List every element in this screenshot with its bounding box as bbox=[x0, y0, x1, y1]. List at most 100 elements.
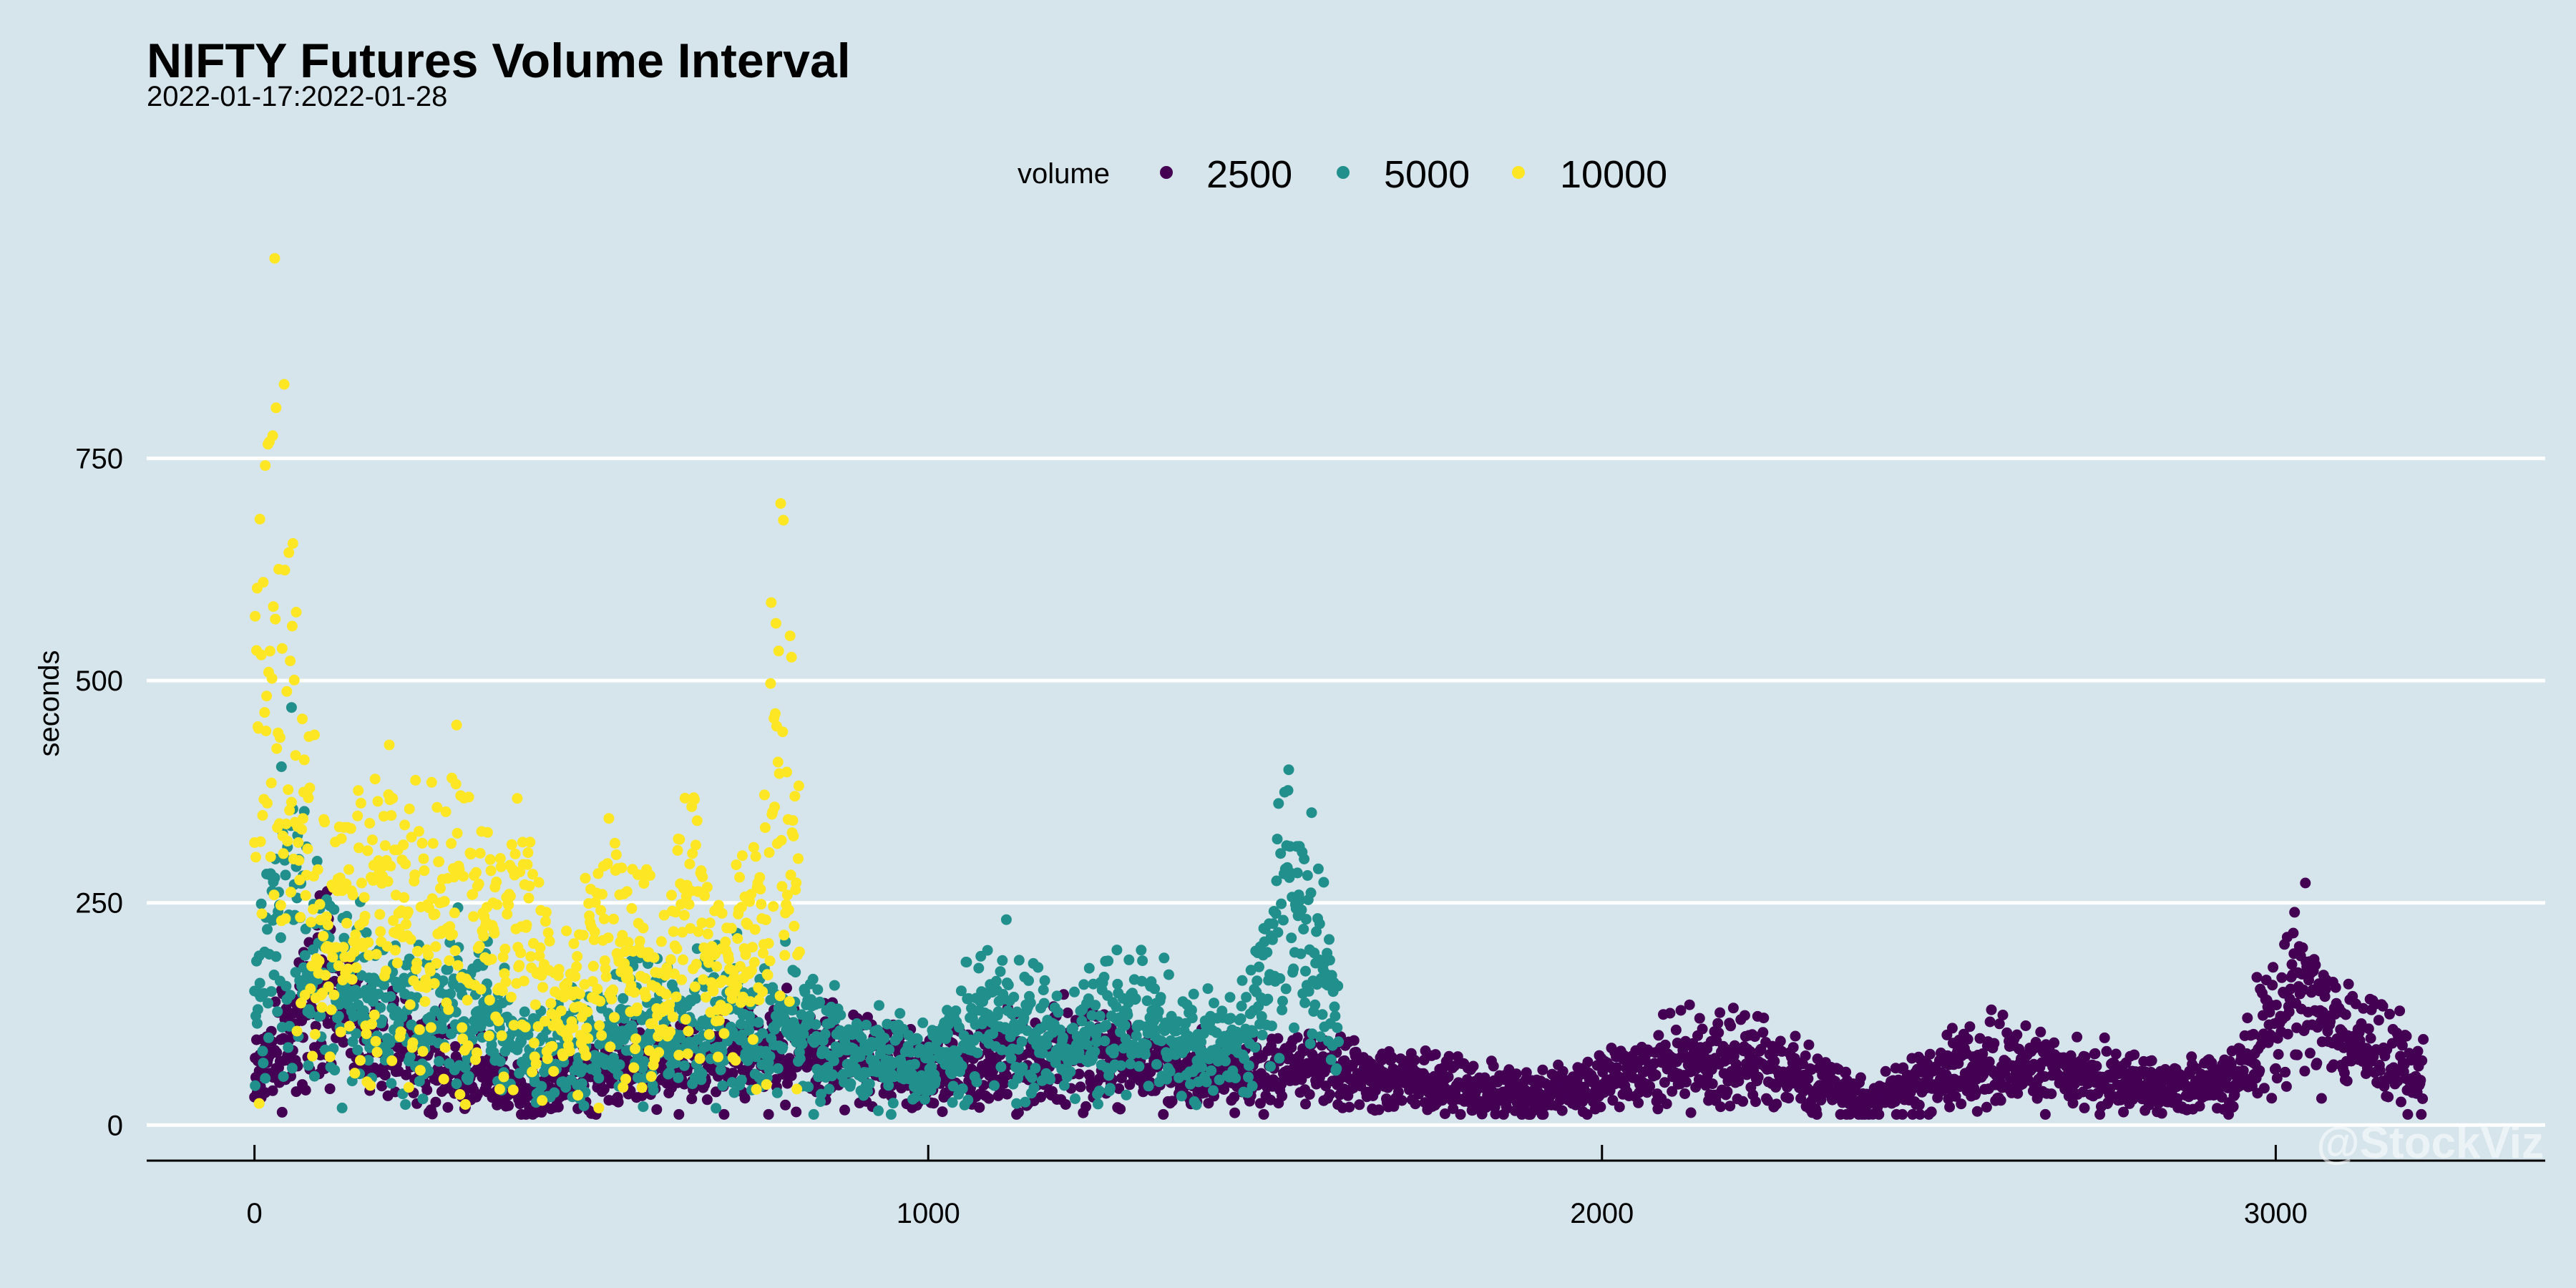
data-point bbox=[2012, 1088, 2024, 1099]
data-point bbox=[1016, 1036, 1028, 1048]
data-point bbox=[1051, 990, 1063, 1002]
data-point bbox=[2156, 1108, 2167, 1119]
data-point bbox=[270, 613, 281, 625]
data-point bbox=[1065, 1066, 1076, 1078]
data-point bbox=[613, 1096, 624, 1108]
data-point bbox=[1855, 1072, 1866, 1083]
data-point bbox=[2311, 1058, 2323, 1069]
data-point bbox=[2091, 1060, 2102, 1072]
data-point bbox=[259, 707, 270, 718]
data-point bbox=[269, 253, 280, 264]
data-point bbox=[2001, 1027, 2013, 1038]
data-point bbox=[1439, 1108, 1450, 1119]
data-point bbox=[1013, 955, 1025, 966]
data-point bbox=[1229, 1107, 1241, 1118]
data-point bbox=[278, 1071, 289, 1082]
data-point bbox=[1276, 898, 1287, 909]
data-point bbox=[1196, 1061, 1207, 1073]
data-point bbox=[1997, 1010, 2009, 1020]
data-point bbox=[1611, 1062, 1622, 1073]
data-point bbox=[1684, 999, 1695, 1010]
data-point bbox=[648, 1085, 659, 1096]
data-point bbox=[1306, 807, 1317, 819]
data-point bbox=[956, 1060, 967, 1072]
data-point bbox=[1803, 1039, 1815, 1050]
data-point bbox=[312, 864, 323, 875]
data-point bbox=[1002, 980, 1014, 990]
data-point bbox=[421, 1084, 433, 1096]
data-point bbox=[839, 1104, 850, 1116]
data-point bbox=[283, 1042, 294, 1053]
data-point bbox=[536, 1080, 547, 1092]
data-point bbox=[1724, 1101, 1736, 1112]
data-point bbox=[1667, 1085, 1678, 1097]
data-point bbox=[329, 1065, 341, 1075]
data-point bbox=[1108, 1043, 1120, 1055]
data-point bbox=[1139, 1048, 1151, 1060]
data-point bbox=[379, 1070, 391, 1081]
data-point bbox=[503, 1100, 514, 1111]
data-point bbox=[1725, 1020, 1737, 1032]
data-point bbox=[1468, 1060, 1479, 1072]
data-point bbox=[1099, 1035, 1111, 1047]
data-point bbox=[1312, 863, 1324, 874]
data-point bbox=[790, 967, 801, 978]
data-point bbox=[1229, 1091, 1240, 1103]
data-point bbox=[1272, 1033, 1284, 1044]
data-point bbox=[928, 1098, 940, 1109]
data-point bbox=[690, 992, 701, 1004]
data-point bbox=[598, 1083, 610, 1095]
data-point bbox=[1090, 1000, 1101, 1011]
data-point bbox=[1033, 962, 1044, 973]
data-point bbox=[1650, 1069, 1662, 1080]
data-point bbox=[1299, 1045, 1310, 1057]
data-point bbox=[1977, 1048, 1989, 1059]
data-point bbox=[401, 1069, 411, 1080]
data-point bbox=[1000, 1070, 1012, 1081]
data-point bbox=[2251, 972, 2263, 983]
data-point bbox=[1757, 1027, 1769, 1038]
data-point bbox=[252, 1004, 263, 1015]
data-point bbox=[930, 1074, 942, 1085]
data-point bbox=[1083, 962, 1095, 974]
data-point bbox=[1332, 1022, 1343, 1033]
data-point bbox=[286, 887, 296, 898]
data-point bbox=[2266, 1093, 2278, 1104]
data-point bbox=[989, 1080, 1000, 1091]
data-point bbox=[519, 1006, 530, 1018]
data-point bbox=[1607, 1095, 1619, 1106]
data-point bbox=[1681, 1076, 1692, 1088]
data-point bbox=[1020, 1096, 1031, 1108]
data-point bbox=[1386, 1051, 1397, 1063]
data-point bbox=[270, 951, 282, 962]
data-point bbox=[1286, 932, 1297, 944]
data-point bbox=[1277, 1091, 1288, 1102]
data-point bbox=[845, 1078, 857, 1089]
data-point bbox=[347, 889, 358, 901]
legend-title: volume bbox=[1018, 158, 1110, 190]
data-point bbox=[265, 986, 277, 997]
data-point bbox=[1685, 1107, 1697, 1118]
data-point bbox=[1430, 1049, 1441, 1060]
data-point bbox=[1276, 1078, 1287, 1090]
data-point bbox=[328, 989, 340, 1000]
data-point bbox=[1296, 904, 1307, 916]
data-point bbox=[950, 1005, 962, 1017]
data-point bbox=[324, 1051, 336, 1063]
data-point bbox=[1258, 1108, 1269, 1120]
data-point bbox=[673, 1108, 685, 1120]
data-point bbox=[807, 973, 819, 985]
data-point bbox=[2401, 1030, 2412, 1042]
data-point bbox=[1974, 1033, 1986, 1044]
data-point bbox=[771, 1087, 783, 1098]
data-point bbox=[1727, 1002, 1739, 1014]
data-point bbox=[962, 1094, 974, 1106]
data-point bbox=[1697, 1023, 1708, 1035]
data-point bbox=[1058, 1032, 1068, 1043]
data-point bbox=[1300, 914, 1312, 925]
data-point bbox=[1078, 979, 1090, 990]
data-point bbox=[2283, 1006, 2295, 1018]
data-point bbox=[322, 919, 333, 930]
data-point bbox=[1783, 1093, 1795, 1104]
data-point bbox=[1206, 1065, 1217, 1076]
